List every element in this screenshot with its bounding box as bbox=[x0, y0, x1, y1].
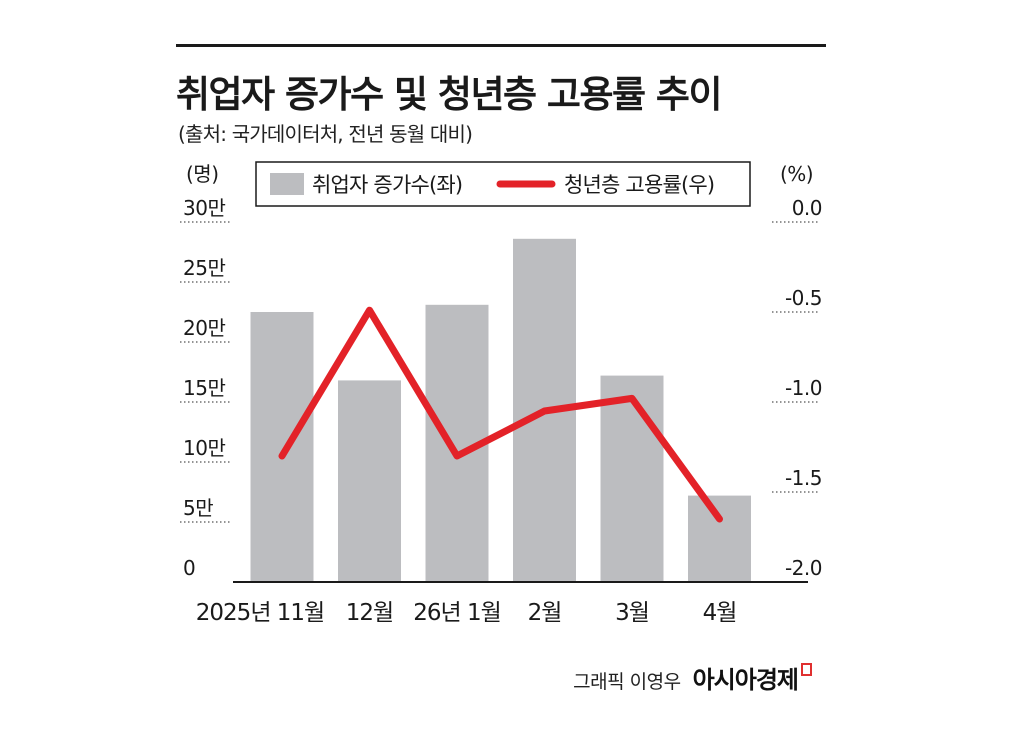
right-axis-tick-label: 0.0 bbox=[792, 196, 822, 220]
x-axis-tick-label: 2025년 11월 bbox=[196, 600, 324, 626]
right-axis-tick-label: -1.0 bbox=[785, 376, 822, 400]
bar-series bbox=[250, 238, 751, 583]
graphic-credit: 그래픽 이영우 bbox=[573, 671, 681, 693]
top-rule bbox=[176, 44, 826, 47]
chart-title: 취업자 증가수 및 청년층 고용률 추이 bbox=[176, 73, 723, 116]
left-axis: (명) 30만 25만 20만 15만 10만 5만 0 bbox=[180, 162, 232, 580]
x-axis-labels: 2025년 11월 12월 26년 1월 2월 3월 4월 bbox=[196, 600, 738, 626]
bar bbox=[600, 375, 664, 582]
brand-logo: 아시아경제 bbox=[693, 660, 812, 695]
legend-swatch-bar bbox=[270, 173, 304, 195]
bar bbox=[688, 495, 751, 582]
chart-source: (출처: 국가데이터처, 전년 동월 대비) bbox=[178, 122, 473, 146]
line-series bbox=[278, 306, 723, 523]
brand-mark-icon bbox=[801, 663, 812, 676]
left-axis-tick-label: 15만 bbox=[183, 376, 225, 400]
right-axis: (%) 0.0 -0.5 -1.0 -1.5 -2.0 bbox=[772, 162, 823, 580]
right-axis-tick-label: -0.5 bbox=[785, 286, 822, 310]
x-axis-tick-label: 26년 1월 bbox=[413, 600, 501, 626]
left-axis-tick-label: 10만 bbox=[183, 436, 225, 460]
brand-name: 아시아경제 bbox=[692, 666, 799, 694]
legend-label-bar: 취업자 증가수(좌) bbox=[312, 173, 462, 197]
legend-label-line: 청년층 고용률(우) bbox=[564, 173, 714, 197]
right-axis-unit: (%) bbox=[780, 162, 813, 186]
left-axis-tick-label: 5만 bbox=[183, 496, 213, 520]
left-axis-tick-label: 30만 bbox=[183, 196, 225, 220]
series-line bbox=[278, 306, 723, 523]
left-axis-tick-label: 25만 bbox=[183, 256, 225, 280]
x-axis-tick-label: 2월 bbox=[528, 600, 562, 626]
bar bbox=[250, 312, 314, 582]
footer: 그래픽 이영우 아시아경제 bbox=[573, 660, 812, 695]
x-axis-tick-label: 12월 bbox=[346, 600, 393, 626]
legend: 취업자 증가수(좌) 청년층 고용률(우) bbox=[255, 161, 751, 207]
left-axis-unit: (명) bbox=[186, 162, 219, 186]
right-axis-tick-label: -1.5 bbox=[785, 466, 822, 490]
bar bbox=[338, 380, 401, 582]
left-axis-tick-label: 0 bbox=[183, 556, 195, 580]
left-axis-tick-label: 20만 bbox=[183, 316, 225, 340]
x-axis-tick-label: 4월 bbox=[703, 600, 737, 626]
x-axis-tick-label: 3월 bbox=[615, 600, 649, 626]
right-axis-tick-label: -2.0 bbox=[785, 556, 822, 580]
